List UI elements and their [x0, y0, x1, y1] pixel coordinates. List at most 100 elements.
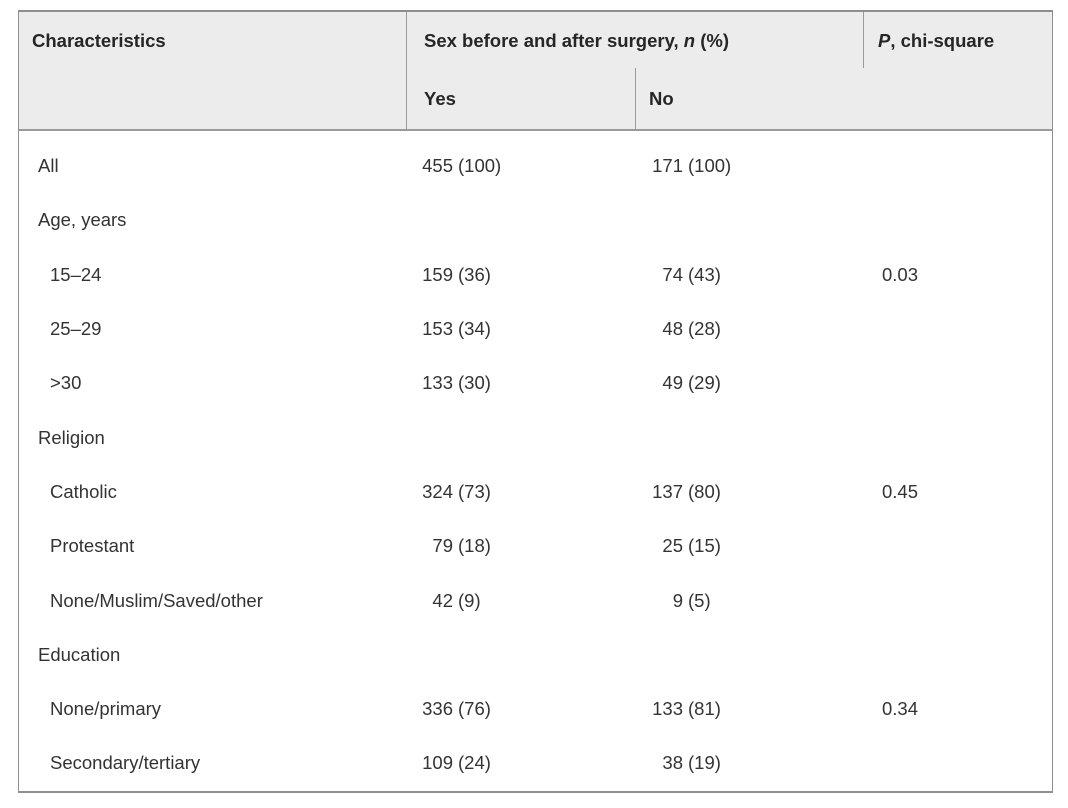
- no-percent: (5): [688, 589, 711, 611]
- table-header: Characteristics Sex before and after sur…: [19, 12, 1052, 131]
- no-percent: (80): [688, 480, 721, 502]
- header-cell-sex-group: Sex before and after surgery, n (%): [406, 12, 863, 68]
- row-label-cell: None/primary: [19, 698, 406, 720]
- header-no-label: No: [649, 87, 674, 109]
- table-body: All 455 (100) 171 (100) Age, years: [19, 131, 1052, 791]
- yes-count: 324: [422, 480, 453, 502]
- row-label-cell: None/Muslim/Saved/other: [19, 590, 406, 612]
- table-row: 15–24 159 (36) 74 (43) 0.03: [19, 248, 1052, 302]
- row-label-cell: 15–24: [19, 264, 406, 286]
- no-count: 38: [662, 752, 683, 774]
- header-characteristics-label: Characteristics: [32, 30, 166, 51]
- yes-value-cell: 133 (30): [406, 372, 635, 394]
- yes-count: 109: [422, 752, 453, 774]
- row-label: Catholic: [50, 480, 117, 502]
- yes-percent: (73): [458, 480, 491, 502]
- no-count: 74: [662, 263, 683, 285]
- no-value-cell: 137 (80): [635, 481, 863, 503]
- table-row: Age, years: [19, 193, 1052, 247]
- p-value-cell: 0.34: [863, 698, 1052, 720]
- no-percent: (81): [688, 698, 721, 720]
- p-value: 0.45: [882, 480, 919, 502]
- yes-count: 455: [422, 155, 453, 177]
- row-label: >30: [50, 372, 82, 394]
- row-label-cell: Age, years: [19, 209, 406, 231]
- row-label: Secondary/tertiary: [50, 752, 201, 774]
- header-cell-no: No: [635, 68, 863, 129]
- yes-percent: (18): [458, 535, 491, 557]
- no-value-cell: 133 (81): [635, 698, 863, 720]
- p-value: 0.03: [882, 263, 919, 285]
- row-label-cell: >30: [19, 372, 406, 394]
- table-row: All 455 (100) 171 (100): [19, 139, 1052, 193]
- header-sex-group-prefix: Sex before and after surgery,: [424, 30, 684, 51]
- table-row: 25–29 153 (34) 48 (28): [19, 302, 1052, 356]
- yes-value-cell: 79 (18): [406, 535, 635, 557]
- table-row: None/Muslim/Saved/other 42 (9) 9 (5): [19, 573, 1052, 627]
- header-sex-group-suffix: (%): [695, 30, 730, 51]
- yes-count: 79: [432, 535, 453, 557]
- no-count: 25: [662, 535, 683, 557]
- no-percent: (15): [688, 535, 721, 557]
- yes-value-cell: 159 (36): [406, 264, 635, 286]
- table-row: Protestant 79 (18) 25 (15): [19, 519, 1052, 573]
- p-value: 0.34: [882, 698, 919, 720]
- row-label: Age, years: [38, 209, 127, 231]
- no-percent: (100): [688, 155, 732, 177]
- yes-value-cell: 153 (34): [406, 318, 635, 340]
- header-p-italic: P: [878, 30, 891, 51]
- row-label-cell: Education: [19, 644, 406, 666]
- yes-count: 42: [432, 589, 453, 611]
- yes-percent: (24): [458, 752, 491, 774]
- table-row: Religion: [19, 410, 1052, 464]
- row-label-cell: All: [19, 155, 406, 177]
- header-cell-characteristics: Characteristics: [19, 12, 406, 129]
- no-percent: (43): [688, 263, 721, 285]
- row-label-cell: Religion: [19, 427, 406, 449]
- yes-percent: (34): [458, 318, 491, 340]
- no-value-cell: 74 (43): [635, 264, 863, 286]
- header-yes-label: Yes: [424, 87, 456, 109]
- characteristics-table: Characteristics Sex before and after sur…: [18, 10, 1053, 793]
- header-sex-group-n-italic: n: [683, 30, 696, 51]
- table-row: Catholic 324 (73) 137 (80) 0.45: [19, 465, 1052, 519]
- yes-value-cell: 336 (76): [406, 698, 635, 720]
- row-label-cell: Protestant: [19, 535, 406, 557]
- no-value-cell: 48 (28): [635, 318, 863, 340]
- yes-count: 133: [422, 372, 453, 394]
- row-label: None/Muslim/Saved/other: [50, 589, 263, 611]
- yes-count: 153: [422, 318, 453, 340]
- row-label: Protestant: [50, 535, 135, 557]
- no-count: 49: [662, 372, 683, 394]
- table-row: Education: [19, 628, 1052, 682]
- header-cell-p-chi-square: P, chi-square: [863, 12, 1052, 68]
- table-row: >30 133 (30) 49 (29): [19, 356, 1052, 410]
- no-value-cell: 9 (5): [635, 590, 863, 612]
- yes-percent: (30): [458, 372, 491, 394]
- row-label: None/primary: [50, 698, 162, 720]
- yes-value-cell: 109 (24): [406, 752, 635, 774]
- header-p-suffix: , chi-square: [890, 30, 995, 51]
- no-value-cell: 171 (100): [635, 155, 863, 177]
- row-label: Religion: [38, 426, 105, 448]
- no-percent: (28): [688, 318, 721, 340]
- header-cell-empty: [863, 68, 1052, 129]
- no-value-cell: 38 (19): [635, 752, 863, 774]
- header-cell-yes: Yes: [406, 68, 635, 129]
- yes-percent: (100): [458, 155, 502, 177]
- no-percent: (29): [688, 372, 721, 394]
- row-label-cell: Catholic: [19, 481, 406, 503]
- no-value-cell: 25 (15): [635, 535, 863, 557]
- yes-percent: (36): [458, 263, 491, 285]
- no-count: 133: [652, 698, 683, 720]
- yes-value-cell: 42 (9): [406, 590, 635, 612]
- yes-value-cell: 324 (73): [406, 481, 635, 503]
- yes-percent: (76): [458, 698, 491, 720]
- p-value-cell: 0.03: [863, 264, 1052, 286]
- row-label-cell: 25–29: [19, 318, 406, 340]
- row-label: All: [38, 155, 59, 177]
- row-label: 25–29: [50, 318, 102, 340]
- yes-value-cell: 455 (100): [406, 155, 635, 177]
- row-label: 15–24: [50, 263, 102, 285]
